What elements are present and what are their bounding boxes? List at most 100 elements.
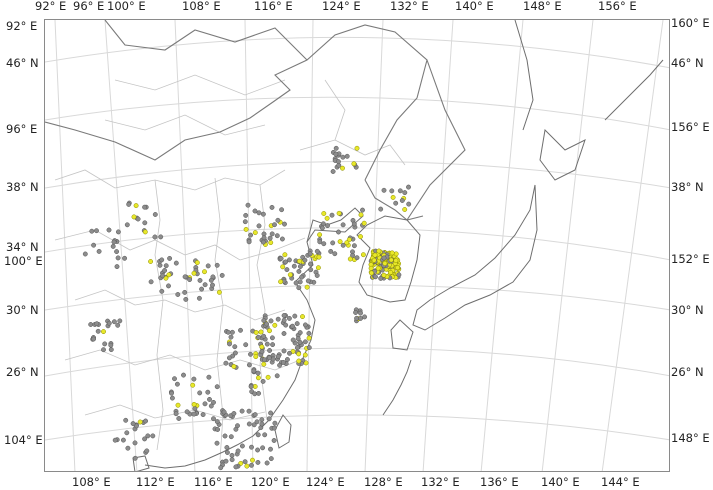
station-marker-gray <box>238 327 243 333</box>
station-marker-gray <box>264 341 270 347</box>
station-marker-gray <box>275 217 281 223</box>
left-label: 100° E <box>4 254 43 268</box>
station-marker-gray <box>142 220 148 226</box>
station-marker-gray <box>167 255 173 261</box>
station-marker-gray <box>305 278 311 284</box>
station-marker-gray <box>112 437 118 443</box>
station-marker-gray <box>306 345 312 351</box>
station-marker-gray <box>269 204 275 210</box>
station-marker-yellow <box>231 364 237 369</box>
station-marker-yellow <box>337 239 343 245</box>
station-marker-gray <box>344 153 350 159</box>
station-marker-yellow <box>296 358 302 364</box>
station-marker-gray <box>235 448 241 454</box>
right-label: 30° N <box>671 303 704 317</box>
station-marker-gray <box>333 151 339 157</box>
station-marker-gray <box>275 354 281 359</box>
station-marker-gray <box>229 457 235 463</box>
korea-coastline <box>356 215 421 303</box>
station-marker-yellow <box>259 344 265 350</box>
top-label: 108° E <box>182 0 221 13</box>
station-marker-gray <box>248 351 253 357</box>
station-marker-gray <box>246 421 252 427</box>
station-marker-gray <box>336 229 341 235</box>
station-marker-gray <box>224 445 230 450</box>
station-marker-gray <box>202 401 208 407</box>
graticule-meridian <box>244 20 254 471</box>
station-marker-gray <box>314 273 320 278</box>
station-marker-gray <box>329 212 335 218</box>
right-label: 160° E <box>671 16 710 30</box>
left-label: 38° N <box>6 180 39 194</box>
station-marker-yellow <box>194 260 200 266</box>
coastlines <box>132 20 664 471</box>
station-marker-gray <box>281 331 287 336</box>
station-marker-yellow <box>142 229 148 235</box>
station-marker-gray <box>264 321 270 327</box>
station-marker-gray <box>268 410 274 416</box>
station-marker-gray <box>150 433 156 439</box>
station-marker-yellow <box>372 252 378 258</box>
station-marker-gray <box>378 275 384 281</box>
station-marker-gray <box>111 239 117 245</box>
station-marker-gray <box>307 251 313 257</box>
station-marker-gray <box>354 255 360 261</box>
graticule-parallel <box>45 96 669 131</box>
station-marker-gray <box>243 212 249 218</box>
station-marker-yellow <box>336 210 342 216</box>
station-marker-gray <box>297 339 303 345</box>
graticule-parallel <box>45 414 669 441</box>
station-marker-yellow <box>101 329 106 335</box>
station-marker-yellow <box>358 234 363 240</box>
station-marker-gray <box>229 452 235 458</box>
station-marker-gray <box>162 268 168 273</box>
station-marker-yellow <box>250 457 255 463</box>
graticule-parallel <box>45 284 669 311</box>
station-marker-gray <box>270 342 276 348</box>
station-marker-yellow <box>402 207 408 212</box>
station-marker-gray <box>159 257 165 263</box>
station-marker-gray <box>124 430 130 436</box>
station-marker-yellow <box>175 402 181 408</box>
station-marker-gray <box>353 310 359 315</box>
station-marker-gray <box>202 282 208 288</box>
station-marker-gray <box>266 355 272 361</box>
station-marker-gray <box>335 159 341 165</box>
station-marker-gray <box>145 433 151 439</box>
station-marker-gray <box>173 411 179 417</box>
station-marker-gray <box>406 184 411 190</box>
station-marker-gray <box>333 145 339 151</box>
graticule-meridian <box>480 20 524 471</box>
station-marker-yellow <box>252 384 258 389</box>
station-marker-gray <box>124 222 130 228</box>
station-marker-gray <box>152 234 158 240</box>
station-marker-gray <box>223 458 229 464</box>
station-marker-gray <box>125 445 131 451</box>
station-marker-gray <box>249 444 254 450</box>
graticule-parallel <box>45 161 669 189</box>
province-borders <box>54 74 406 461</box>
station-marker-yellow <box>302 352 308 358</box>
province-border <box>74 289 286 321</box>
station-marker-yellow <box>324 215 330 221</box>
station-marker-gray <box>206 374 212 380</box>
station-marker-yellow <box>166 272 172 278</box>
station-marker-gray <box>114 249 120 255</box>
station-marker-gray <box>207 396 212 402</box>
station-marker-gray <box>267 235 273 241</box>
station-marker-yellow <box>389 250 395 256</box>
station-marker-gray <box>302 339 308 345</box>
station-marker-yellow <box>202 269 207 275</box>
station-marker-gray <box>266 416 272 422</box>
graticule-meridian <box>54 20 76 471</box>
station-marker-gray <box>252 208 258 214</box>
station-marker-yellow <box>361 220 367 226</box>
station-marker-gray <box>259 417 265 423</box>
station-marker-gray <box>245 202 251 208</box>
station-marker-gray <box>286 257 292 263</box>
station-marker-gray <box>246 408 252 414</box>
station-marker-gray <box>260 378 266 384</box>
station-marker-gray <box>317 239 323 245</box>
station-marker-gray <box>255 432 261 438</box>
station-marker-gray <box>94 321 100 327</box>
